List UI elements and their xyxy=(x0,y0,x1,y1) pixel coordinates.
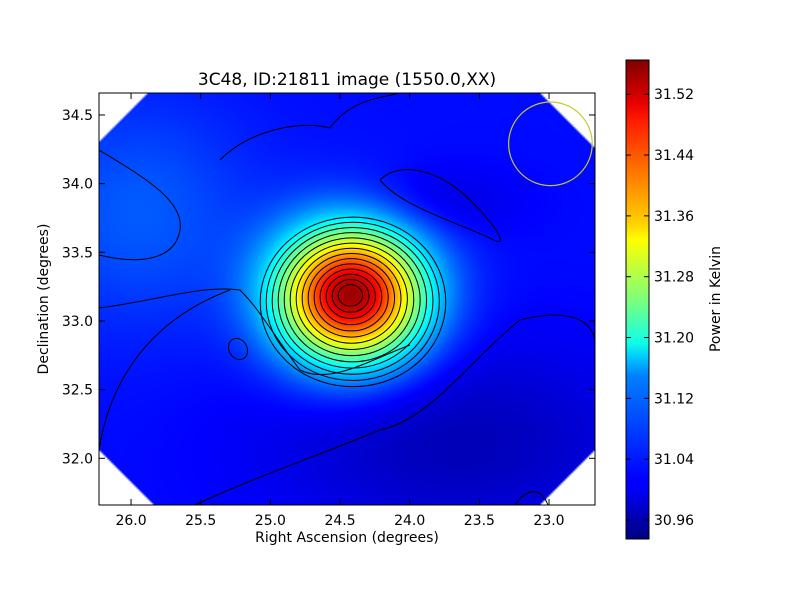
x-tick-label: 25.5 xyxy=(185,513,216,529)
contour-ring xyxy=(313,263,389,332)
colorbar-tick-label: 31.28 xyxy=(654,270,694,286)
y-tick-label: 33.0 xyxy=(62,314,93,330)
contour-ring xyxy=(307,258,396,338)
colorbar-tick-label: 30.96 xyxy=(654,513,694,529)
contour-line xyxy=(514,491,549,505)
y-tick-label: 34.5 xyxy=(62,108,93,124)
contour-ring xyxy=(319,268,383,326)
contour-ring xyxy=(331,278,370,313)
colorbar-label: Power in Kelvin xyxy=(708,246,724,352)
plot-frame xyxy=(98,92,596,506)
contour-line xyxy=(99,149,181,261)
contour-line xyxy=(194,314,595,505)
contour-line xyxy=(99,289,231,451)
contour-ring xyxy=(337,284,364,307)
x-tick-label: 24.0 xyxy=(394,513,425,529)
contour-ring xyxy=(259,216,447,388)
colorbar-tick-label: 31.04 xyxy=(654,452,694,468)
contour-line xyxy=(99,288,411,376)
contour-ring xyxy=(271,226,434,375)
x-axis-ticks: 26.0 25.5 25.0 24.5 24.0 23.5 23.0 xyxy=(115,93,565,529)
contour-line xyxy=(379,169,501,243)
contour-lines xyxy=(99,93,595,505)
contour-ring xyxy=(325,273,376,319)
contour-ring xyxy=(295,247,408,350)
colorbar-tick-label: 31.12 xyxy=(654,391,694,407)
y-axis-ticks: 32.0 32.5 33.0 33.5 34.0 34.5 xyxy=(62,108,595,467)
contour-ring xyxy=(283,237,421,363)
contour-ring xyxy=(289,242,415,357)
contour-ring xyxy=(301,252,402,344)
beam-circle xyxy=(508,101,593,187)
contour-line xyxy=(219,93,401,161)
contour-ring xyxy=(227,337,249,361)
x-tick-label: 23.0 xyxy=(533,513,564,529)
colorbar xyxy=(625,59,650,540)
colorbar-ticks: 30.96 31.04 31.12 31.20 31.28 31.36 31.44 31.52 xyxy=(626,87,694,529)
y-axis-label: Declination (degrees) xyxy=(36,224,52,375)
contour-ring xyxy=(265,221,440,381)
x-tick-label: 24.5 xyxy=(324,513,355,529)
colorbar-tick-label: 31.20 xyxy=(654,331,694,347)
x-tick-label: 23.5 xyxy=(464,513,495,529)
y-tick-label: 34.0 xyxy=(62,177,93,193)
y-tick-label: 32.0 xyxy=(62,451,93,467)
x-tick-label: 26.0 xyxy=(115,513,146,529)
x-axis-label: Right Ascension (degrees) xyxy=(255,530,439,546)
y-tick-label: 32.5 xyxy=(62,383,93,399)
y-tick-label: 33.5 xyxy=(62,245,93,261)
colorbar-tick-label: 31.36 xyxy=(654,209,694,225)
colorbar-tick-label: 31.44 xyxy=(654,148,694,164)
x-tick-label: 25.0 xyxy=(255,513,286,529)
chart-title: 3C48, ID:21811 image (1550.0,XX) xyxy=(198,70,496,90)
colorbar-tick-label: 31.52 xyxy=(654,87,694,103)
